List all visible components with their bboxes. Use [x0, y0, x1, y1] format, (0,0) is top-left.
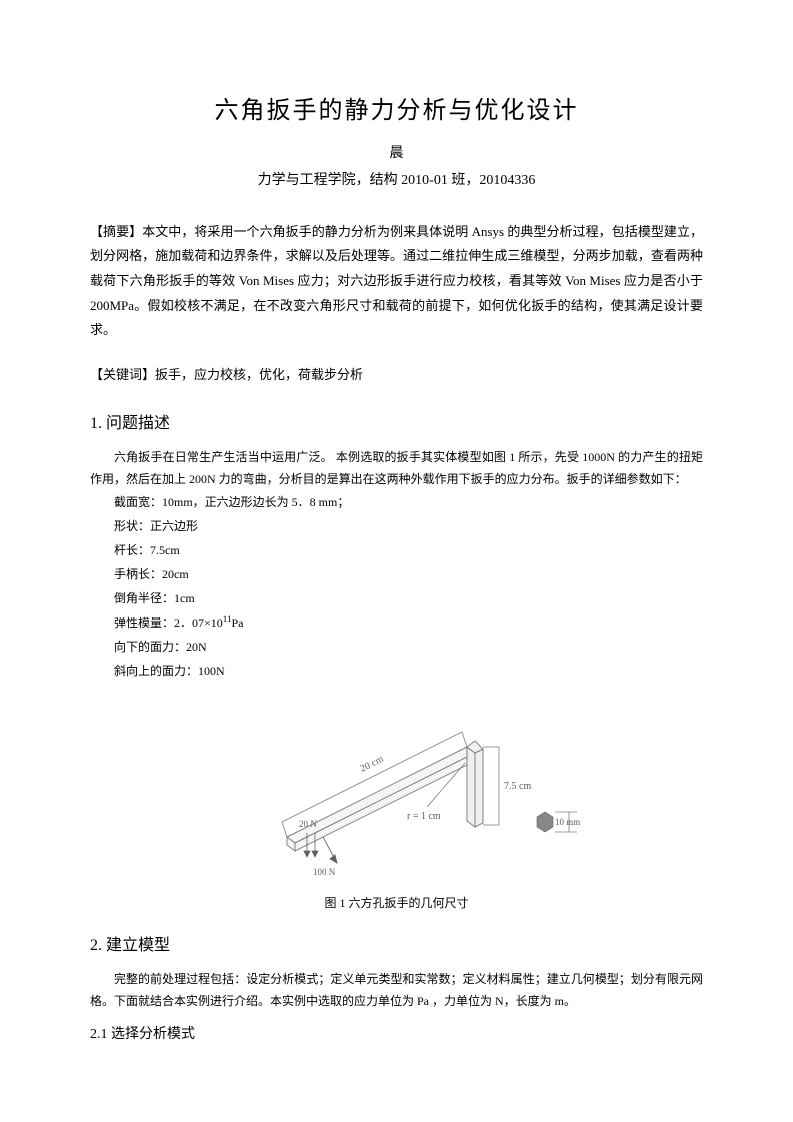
section-1-heading: 1. 问题描述 [90, 410, 703, 439]
section-2-heading: 2. 建立模型 [90, 932, 703, 961]
list-item: 手柄长：20cm [114, 562, 703, 586]
force-20n-label: 20 N [299, 819, 317, 829]
elastic-modulus-text: 弹性模量：2．07×10 [114, 616, 223, 630]
figure-1: 20 cm 7.5 cm r = 1 cm 20 N 100 N [90, 697, 703, 884]
section-1-paragraph: 六角扳手在日常生产生活当中运用广泛。 本例选取的扳手其实体模型如图 1 所示，先… [90, 447, 703, 490]
keywords-block: 【关键词】扳手，应力校核，优化，荷载步分析 [90, 363, 703, 386]
list-item: 弹性模量：2．07×1011Pa [114, 610, 703, 635]
radius-label: r = 1 cm [407, 811, 441, 822]
section-dimension-label: 10 mm [555, 817, 580, 827]
list-item: 形状：正六边形 [114, 514, 703, 538]
abstract-text: 本文中，将采用一个六角扳手的静力分析为例来具体说明 Ansys 的典型分析过程，… [90, 224, 703, 338]
list-item: 斜向上的面力：100N [114, 659, 703, 683]
wrench-diagram: 20 cm 7.5 cm r = 1 cm 20 N 100 N [207, 697, 587, 877]
subsection-2-1-heading: 2.1 选择分析模式 [90, 1022, 703, 1047]
figure-1-caption: 图 1 六方孔扳手的几何尺寸 [90, 893, 703, 915]
hex-section-icon [537, 812, 553, 832]
list-item: 杆长：7.5cm [114, 538, 703, 562]
list-item: 截面宽：10mm，正六边形边长为 5．8 mm； [114, 490, 703, 514]
keywords-text: 扳手，应力校核，优化，荷载步分析 [155, 367, 363, 382]
abstract-label: 【摘要】 [90, 224, 142, 239]
parameter-list: 截面宽：10mm，正六边形边长为 5．8 mm； 形状：正六边形 杆长：7.5c… [114, 490, 703, 683]
handle-dimension-label: 20 cm [358, 754, 385, 775]
section-2-paragraph: 完整的前处理过程包括：设定分析模式；定义单元类型和实常数；定义材料属性；建立几何… [90, 969, 703, 1012]
unit: Pa [231, 616, 243, 630]
force-100n-label: 100 N [313, 867, 336, 877]
list-item: 向下的面力：20N [114, 635, 703, 659]
affiliation: 力学与工程学院，结构 2010-01 班，20104336 [90, 168, 703, 193]
keywords-label: 【关键词】 [90, 367, 155, 382]
abstract-block: 【摘要】本文中，将采用一个六角扳手的静力分析为例来具体说明 Ansys 的典型分… [90, 220, 703, 343]
page-title: 六角扳手的静力分析与优化设计 [90, 90, 703, 133]
list-item: 倒角半径：1cm [114, 586, 703, 610]
shaft-dimension-label: 7.5 cm [504, 781, 531, 792]
author: 晨 [90, 141, 703, 166]
